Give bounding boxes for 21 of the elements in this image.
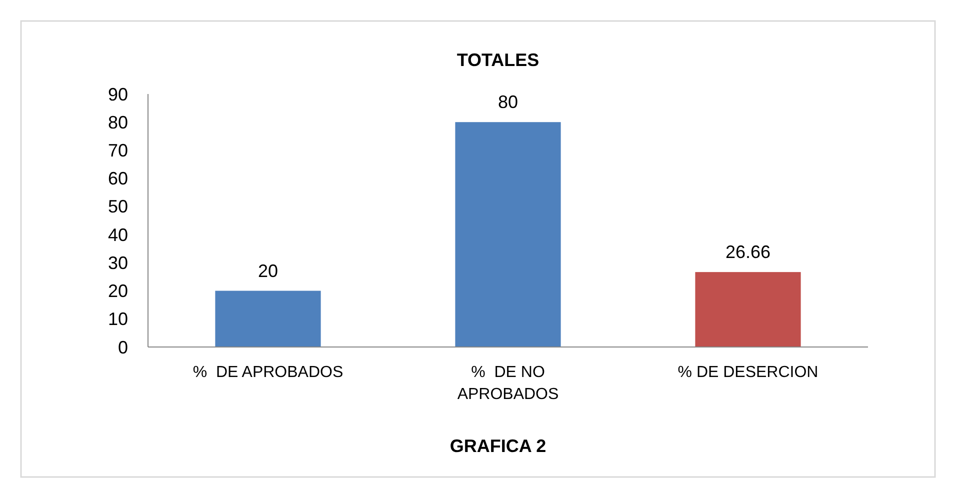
y-tick-label: 40 xyxy=(108,224,128,245)
bar xyxy=(455,122,561,347)
y-tick-label: 50 xyxy=(108,196,128,217)
x-tick-label: % DE NO APROBADOS xyxy=(457,364,559,403)
text: GRAFICA 2 xyxy=(450,436,546,456)
x-tick-label: % DE DESERCION xyxy=(678,364,818,381)
data-label: 80 xyxy=(498,92,518,112)
data-label: 20 xyxy=(258,260,278,281)
bar xyxy=(695,272,801,347)
y-tick-label: 70 xyxy=(108,140,128,161)
y-tick-label: 20 xyxy=(108,281,128,302)
y-tick-label: 60 xyxy=(108,168,128,189)
x-tick-label: % DE APROBADOS xyxy=(192,364,344,381)
y-tick-label: 0 xyxy=(118,337,128,358)
y-tick-label: 10 xyxy=(108,309,128,330)
data-label: 26.66 xyxy=(725,242,771,262)
y-tick-label: 80 xyxy=(108,112,128,132)
chart-title: TOTALES xyxy=(456,50,540,70)
y-tick-label: 30 xyxy=(108,252,128,273)
bar xyxy=(215,290,321,347)
y-tick-label: 90 xyxy=(108,84,128,104)
